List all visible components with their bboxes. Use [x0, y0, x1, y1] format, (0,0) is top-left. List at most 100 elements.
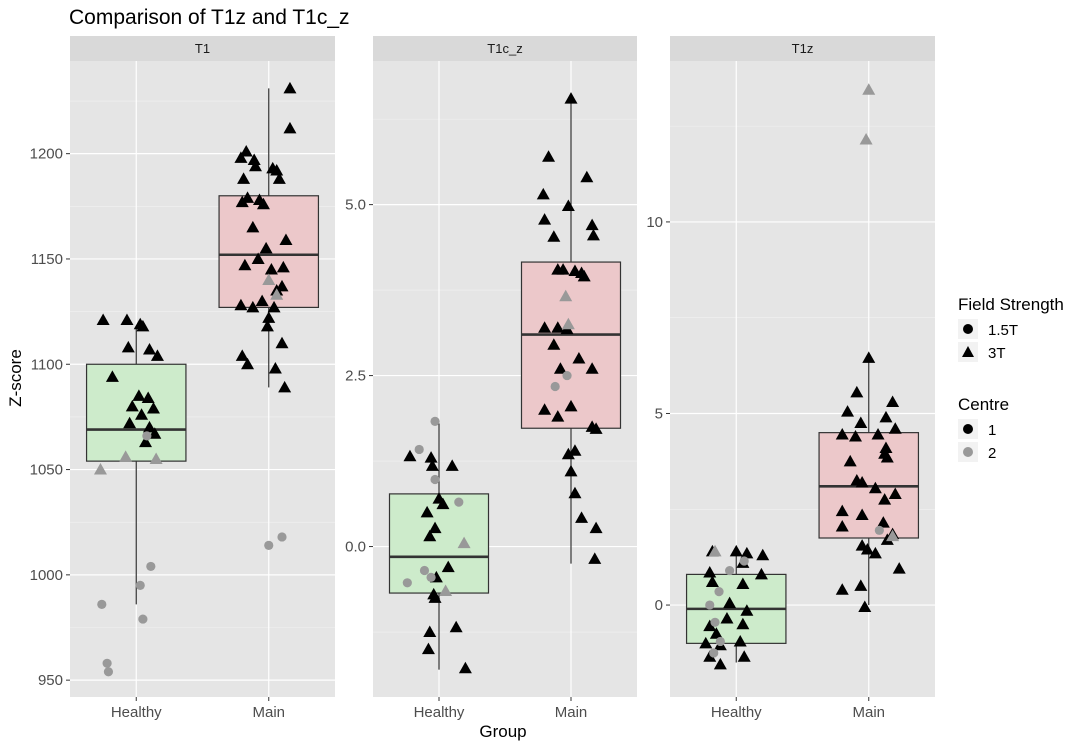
- data-point-triangle: [564, 464, 578, 477]
- data-point-triangle: [262, 311, 276, 323]
- data-point-triangle: [551, 321, 565, 333]
- data-point-triangle: [238, 258, 252, 271]
- data-point-triangle: [736, 577, 750, 589]
- data-point-triangle: [708, 544, 722, 557]
- data-point-circle: [414, 444, 424, 455]
- data-point-triangle: [589, 521, 603, 534]
- data-point-triangle: [141, 391, 155, 403]
- data-point-triangle: [542, 150, 556, 162]
- data-point-triangle: [876, 516, 890, 528]
- legend-label-centre-1: 1: [988, 422, 996, 439]
- data-point-triangle: [736, 617, 750, 630]
- y-tick-label: 1150: [31, 251, 63, 268]
- data-point-triangle: [424, 451, 438, 463]
- data-point-triangle: [93, 463, 107, 475]
- data-point-triangle: [239, 145, 253, 157]
- data-point-circle: [705, 600, 715, 610]
- data-point-triangle: [553, 362, 567, 374]
- data-point-triangle: [564, 399, 578, 412]
- data-point-triangle: [119, 450, 133, 462]
- y-tick-label: 1000: [30, 567, 63, 584]
- data-point-triangle: [268, 361, 282, 374]
- data-point-triangle: [146, 401, 160, 414]
- data-point-triangle: [123, 416, 137, 429]
- data-point-circle: [454, 497, 464, 507]
- data-point-triangle: [737, 650, 751, 662]
- data-point-triangle: [423, 529, 437, 542]
- data-point-circle: [874, 525, 884, 535]
- x-tick-label: Main: [252, 704, 285, 721]
- data-point-triangle: [835, 583, 849, 595]
- legend-title-field-strength: Field Strength: [958, 295, 1064, 314]
- data-point-triangle: [241, 191, 255, 203]
- facet-strip-label: T1c_z: [487, 41, 522, 56]
- legend-label-1-5t: 1.5T: [988, 322, 1018, 339]
- data-point-circle: [419, 565, 430, 576]
- data-point-circle: [146, 561, 156, 572]
- data-point-triangle: [136, 319, 150, 332]
- data-point-triangle: [862, 351, 876, 363]
- data-point-circle: [264, 540, 274, 550]
- data-point-circle: [138, 614, 148, 624]
- data-point-triangle: [551, 410, 565, 422]
- data-point-circle: [135, 580, 145, 590]
- data-point-triangle: [428, 591, 442, 603]
- facet-strip-label: T1z: [792, 41, 814, 56]
- data-point-triangle: [871, 428, 885, 440]
- x-tick-label: Main: [555, 704, 588, 721]
- data-point-triangle: [855, 539, 869, 551]
- data-point-triangle: [105, 370, 119, 382]
- data-point-circle: [709, 648, 719, 658]
- data-point-triangle: [457, 536, 471, 549]
- data-point-triangle: [888, 487, 902, 499]
- data-point-triangle: [835, 504, 849, 517]
- data-point-triangle: [879, 441, 893, 453]
- data-point-triangle: [259, 241, 273, 254]
- data-point-circle: [430, 416, 440, 426]
- data-point-triangle: [262, 273, 276, 286]
- data-point-triangle: [538, 321, 552, 333]
- data-point-circle: [426, 572, 436, 582]
- data-point-triangle: [278, 380, 292, 393]
- facet-panel-t1z: T1z 0 5 10 Healthy Main: [646, 36, 935, 721]
- data-point-triangle: [880, 451, 894, 463]
- data-point-triangle: [251, 252, 265, 264]
- data-point-triangle: [559, 289, 573, 302]
- data-point-triangle: [275, 336, 289, 349]
- data-point-triangle: [96, 313, 110, 326]
- x-tick-label: Healthy: [111, 704, 162, 721]
- data-point-triangle: [855, 508, 869, 521]
- data-point-triangle: [270, 288, 284, 300]
- data-point-triangle: [868, 481, 882, 494]
- y-tick-label: 2.5: [345, 368, 366, 385]
- data-point-triangle: [705, 575, 719, 588]
- data-point-triangle: [733, 634, 747, 647]
- data-point-triangle: [143, 420, 156, 433]
- box-healthy: [85, 363, 187, 462]
- data-point-triangle: [249, 159, 262, 172]
- data-point-triangle: [279, 233, 293, 246]
- data-point-circle: [277, 532, 287, 542]
- facet-strip: [373, 36, 637, 61]
- y-tick-label: 0.0: [345, 539, 366, 556]
- data-point-circle: [142, 431, 152, 441]
- data-point-triangle: [729, 544, 743, 557]
- data-point-triangle: [120, 313, 134, 326]
- data-point-triangle: [878, 493, 892, 505]
- data-point-triangle: [850, 385, 864, 398]
- y-tick-label: 1050: [30, 462, 63, 479]
- y-tick-label: 950: [38, 672, 63, 689]
- data-point-circle: [714, 587, 724, 597]
- facet-strip-label: T1: [195, 41, 210, 56]
- data-point-triangle: [283, 81, 297, 94]
- data-point-triangle: [270, 164, 284, 176]
- legend-triangle-icon: [962, 346, 974, 357]
- data-point-triangle: [425, 459, 439, 471]
- data-point-triangle: [143, 343, 156, 355]
- data-point-circle: [550, 381, 560, 392]
- data-point-triangle: [246, 300, 260, 313]
- data-point-circle: [103, 667, 114, 677]
- data-point-triangle: [720, 611, 734, 624]
- legend-title-centre: Centre: [958, 395, 1009, 414]
